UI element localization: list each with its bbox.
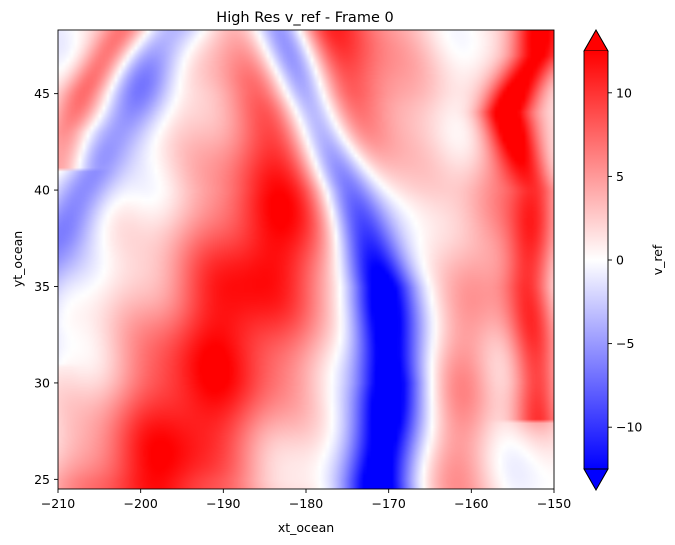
x-tick-label: −150: [537, 496, 571, 511]
x-tick-label: −190: [206, 496, 240, 511]
y-tick-label: 25: [34, 472, 50, 487]
x-tick-label: −180: [289, 496, 323, 511]
x-axis-ticks: −210 −200 −190 −180 −170 −160 −150: [41, 489, 571, 511]
colorbar-extend-max-triangle: [583, 29, 609, 52]
colorbar-tick-label: 10: [616, 85, 632, 100]
y-tick-label: 45: [34, 86, 50, 101]
y-axis-label: yt_ocean: [10, 231, 25, 287]
y-tick-label: 30: [34, 375, 50, 390]
x-tick-label: −170: [371, 496, 405, 511]
colorbar-tick-label: −5: [616, 336, 634, 351]
colorbar-tick-label: 0: [616, 253, 624, 268]
heatmap-field: [58, 30, 554, 489]
x-tick-label: −200: [123, 496, 157, 511]
x-tick-label: −160: [454, 496, 488, 511]
colorbar-label: v_ref: [650, 244, 665, 275]
y-tick-label: 40: [34, 183, 50, 198]
colorbar-ticks: −10 −5 0 5 10: [608, 85, 642, 435]
colorbar-tick-label: 5: [616, 169, 624, 184]
colorbar: [584, 51, 608, 469]
colorbar-extend-min-triangle: [583, 468, 609, 491]
colorbar-tick-label: −10: [616, 420, 642, 435]
x-tick-label: −210: [41, 496, 75, 511]
y-tick-label: 35: [34, 279, 50, 294]
colorbar-outline: [583, 29, 609, 491]
chart-title: High Res v_ref - Frame 0: [216, 10, 393, 26]
y-axis-ticks: 25 30 35 40 45: [34, 86, 58, 487]
x-axis-label: xt_ocean: [278, 520, 334, 535]
